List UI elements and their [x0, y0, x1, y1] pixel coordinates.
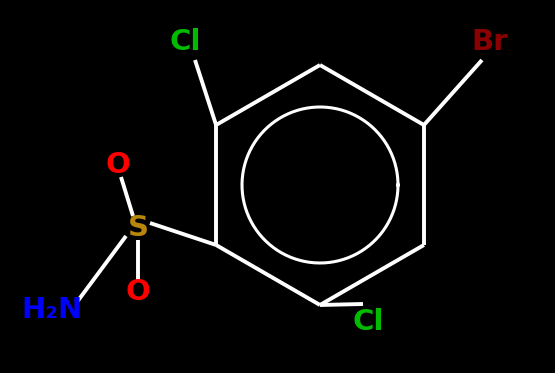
Text: Cl: Cl [352, 308, 384, 336]
Text: S: S [128, 214, 149, 242]
Text: Cl: Cl [169, 28, 201, 56]
Text: O: O [105, 151, 130, 179]
Text: Br: Br [472, 28, 508, 56]
Text: H₂N: H₂N [22, 296, 83, 324]
Text: O: O [125, 278, 150, 306]
